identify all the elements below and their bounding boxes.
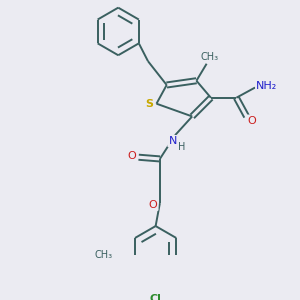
Text: NH₂: NH₂ xyxy=(256,81,278,91)
Text: CH₃: CH₃ xyxy=(94,250,112,260)
Text: O: O xyxy=(247,116,256,126)
Text: O: O xyxy=(149,200,158,210)
Text: CH₃: CH₃ xyxy=(200,52,218,62)
Text: N: N xyxy=(168,136,177,146)
Text: Cl: Cl xyxy=(150,294,162,300)
Text: O: O xyxy=(128,151,136,160)
Text: H: H xyxy=(178,142,186,152)
Text: S: S xyxy=(146,99,154,109)
